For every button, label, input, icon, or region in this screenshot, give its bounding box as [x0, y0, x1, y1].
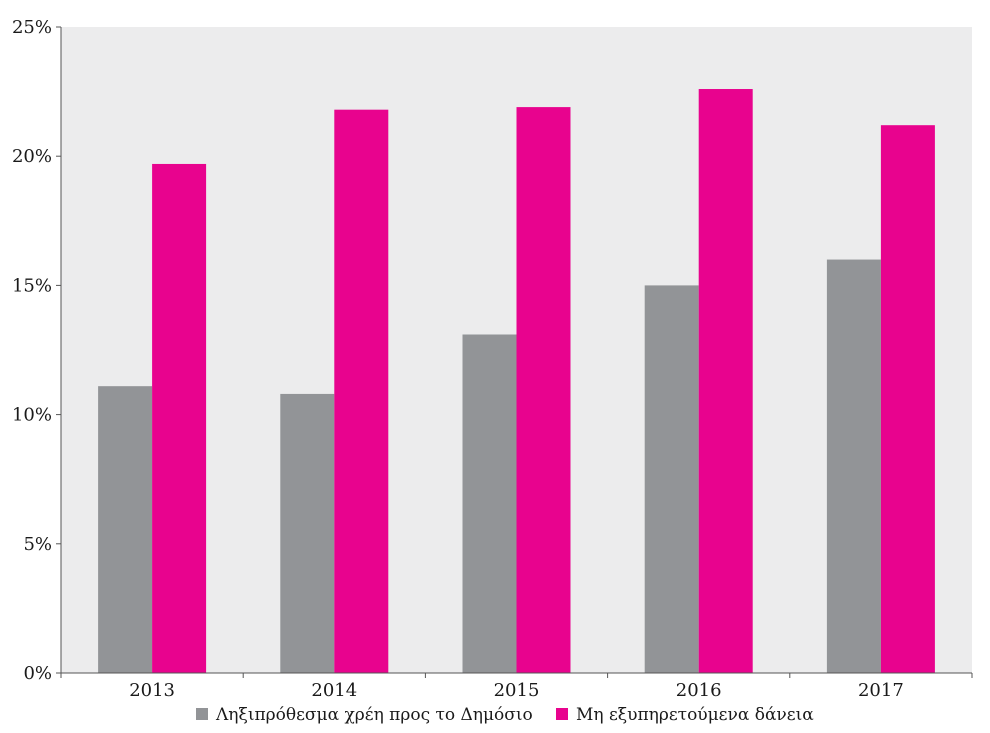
bar-2015-series-1 [462, 334, 517, 673]
ticks-group: 2013 2014 2015 2016 2017 0% 5% 10% 15% 20% 25% [12, 17, 904, 701]
axes-group [56, 26, 973, 678]
y-tick-label: 10% [12, 405, 52, 426]
bar-2016-series-2 [698, 89, 753, 674]
legend-label-series-1: Ληξιπρόθεσμα χρέη προς το Δημόσιο [215, 705, 533, 725]
y-tick-label: 5% [23, 534, 52, 555]
bar-2013-series-2 [152, 163, 207, 673]
x-tick-label: 2015 [494, 680, 540, 701]
legend-swatch-series-1 [196, 708, 208, 720]
y-tick-label: 20% [12, 146, 52, 167]
bar-2014-series-1 [280, 393, 335, 673]
x-tick-label: 2013 [129, 680, 175, 701]
x-tick-label: 2014 [311, 680, 357, 701]
bar-2016-series-1 [644, 285, 699, 673]
bar-2013-series-1 [98, 386, 153, 673]
y-tick-label: 25% [12, 17, 52, 38]
bars-group [98, 89, 935, 674]
legend-swatch-series-2 [556, 708, 568, 720]
y-tick-label: 15% [12, 275, 52, 296]
legend: Ληξιπρόθεσμα χρέη προς το Δημόσιο Μη εξυπ… [196, 705, 814, 725]
y-tick-label: 0% [23, 663, 52, 684]
x-tick-label: 2016 [676, 680, 722, 701]
x-tick-label: 2017 [858, 680, 904, 701]
legend-label-series-2: Μη εξυπηρετούμενα δάνεια [576, 705, 814, 725]
bar-2017-series-2 [880, 125, 935, 673]
bar-2017-series-1 [826, 259, 881, 673]
bar-2015-series-2 [516, 107, 571, 673]
bar-2014-series-2 [334, 109, 389, 674]
